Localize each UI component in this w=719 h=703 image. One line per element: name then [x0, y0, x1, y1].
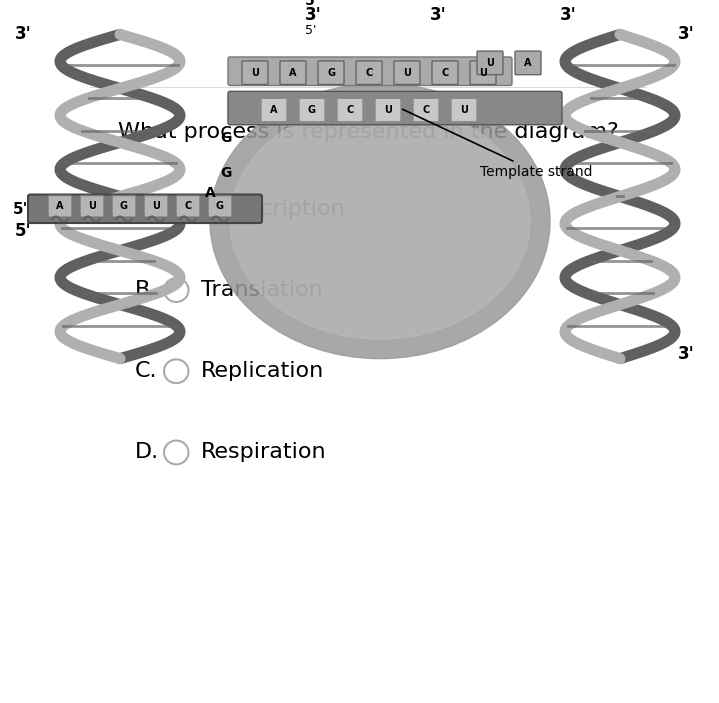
Text: Transcription: Transcription — [201, 199, 345, 219]
Text: G: G — [308, 105, 316, 115]
FancyBboxPatch shape — [470, 61, 496, 84]
Text: A: A — [289, 67, 297, 78]
Text: Template strand: Template strand — [403, 109, 592, 179]
Text: D.: D. — [134, 442, 159, 463]
Text: 5': 5' — [305, 25, 316, 37]
Text: 5': 5' — [15, 222, 32, 240]
FancyBboxPatch shape — [318, 61, 344, 84]
Text: 3': 3' — [15, 25, 32, 44]
Text: 3': 3' — [560, 6, 577, 24]
Text: What process is represented in the diagram?: What process is represented in the diagr… — [118, 122, 618, 142]
Text: Replication: Replication — [201, 361, 324, 381]
Text: C: C — [365, 67, 372, 78]
FancyBboxPatch shape — [356, 61, 382, 84]
FancyBboxPatch shape — [208, 195, 232, 217]
FancyBboxPatch shape — [112, 195, 136, 217]
FancyBboxPatch shape — [28, 195, 262, 223]
Text: U: U — [403, 67, 411, 78]
Text: A.: A. — [134, 199, 156, 219]
FancyBboxPatch shape — [299, 98, 325, 122]
Text: A: A — [524, 58, 532, 68]
FancyBboxPatch shape — [48, 195, 72, 217]
Text: U: U — [486, 58, 494, 68]
Text: A: A — [205, 186, 216, 200]
Text: 3': 3' — [430, 6, 446, 24]
Text: Translation: Translation — [201, 280, 323, 300]
FancyBboxPatch shape — [515, 51, 541, 75]
Text: B.: B. — [134, 280, 157, 300]
Text: G: G — [220, 131, 232, 146]
FancyBboxPatch shape — [280, 61, 306, 84]
FancyBboxPatch shape — [261, 98, 287, 122]
FancyBboxPatch shape — [176, 195, 200, 217]
FancyBboxPatch shape — [228, 91, 562, 124]
Text: 3': 3' — [678, 25, 695, 44]
FancyBboxPatch shape — [242, 61, 268, 84]
FancyBboxPatch shape — [228, 57, 512, 86]
FancyBboxPatch shape — [477, 51, 503, 75]
Text: C.: C. — [134, 361, 157, 381]
Text: 5': 5' — [13, 202, 28, 217]
Text: U: U — [152, 201, 160, 212]
Text: C: C — [347, 105, 354, 115]
Text: G: G — [216, 201, 224, 212]
Text: A: A — [56, 201, 64, 212]
Ellipse shape — [210, 84, 550, 359]
FancyBboxPatch shape — [144, 195, 168, 217]
Text: U: U — [251, 67, 259, 78]
FancyBboxPatch shape — [375, 98, 401, 122]
Text: C: C — [422, 105, 430, 115]
Text: U: U — [479, 67, 487, 78]
FancyBboxPatch shape — [451, 98, 477, 122]
Text: G: G — [220, 166, 232, 180]
Text: G: G — [120, 201, 128, 212]
Text: C: C — [184, 201, 192, 212]
Text: 3': 3' — [305, 6, 321, 24]
Text: Respiration: Respiration — [201, 442, 327, 463]
Text: 3': 3' — [678, 344, 695, 363]
Text: U: U — [460, 105, 468, 115]
Text: U: U — [384, 105, 392, 115]
FancyBboxPatch shape — [394, 61, 420, 84]
Ellipse shape — [230, 103, 530, 339]
Text: G: G — [327, 67, 335, 78]
FancyBboxPatch shape — [413, 98, 439, 122]
Text: U: U — [88, 201, 96, 212]
Text: C: C — [441, 67, 449, 78]
FancyBboxPatch shape — [337, 98, 363, 122]
Text: 5': 5' — [305, 0, 319, 8]
Text: A: A — [270, 105, 278, 115]
FancyBboxPatch shape — [80, 195, 104, 217]
FancyBboxPatch shape — [432, 61, 458, 84]
